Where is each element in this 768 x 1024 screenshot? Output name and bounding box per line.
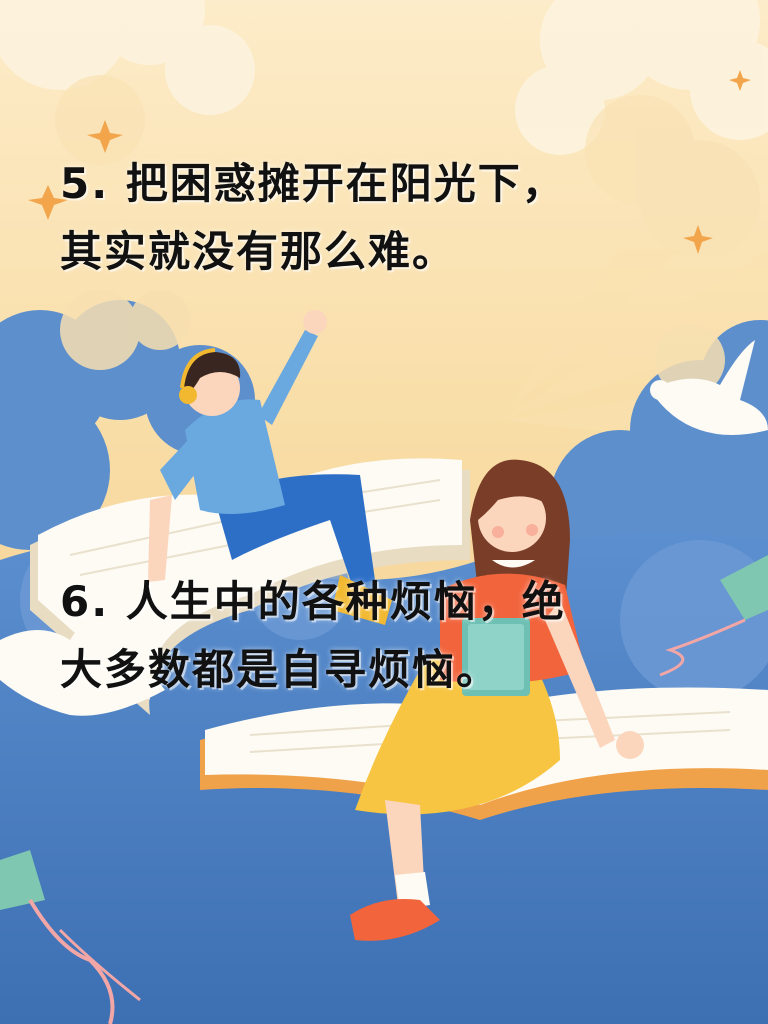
quote-5: 5. 把困惑摊开在阳光下， 其实就没有那么难。 — [60, 150, 700, 286]
kite-left — [0, 850, 141, 1024]
sparkles — [28, 70, 751, 254]
quote-5-line-1: 5. 把困惑摊开在阳光下， — [60, 159, 566, 208]
kite-right — [659, 555, 768, 677]
dove-right — [650, 340, 768, 435]
girl-figure — [350, 459, 644, 941]
boy-figure — [148, 310, 392, 625]
quote-6-line-1: 6. 人生中的各种烦恼，绝 — [60, 577, 566, 626]
quote-6: 6. 人生中的各种烦恼，绝 大多数都是自寻烦恼。 — [60, 568, 680, 704]
quote-5-line-2: 其实就没有那么难。 — [60, 227, 457, 276]
top-clouds — [0, 0, 768, 155]
dove-left — [0, 590, 165, 716]
quote-6-line-2: 大多数都是自寻烦恼。 — [60, 645, 501, 694]
